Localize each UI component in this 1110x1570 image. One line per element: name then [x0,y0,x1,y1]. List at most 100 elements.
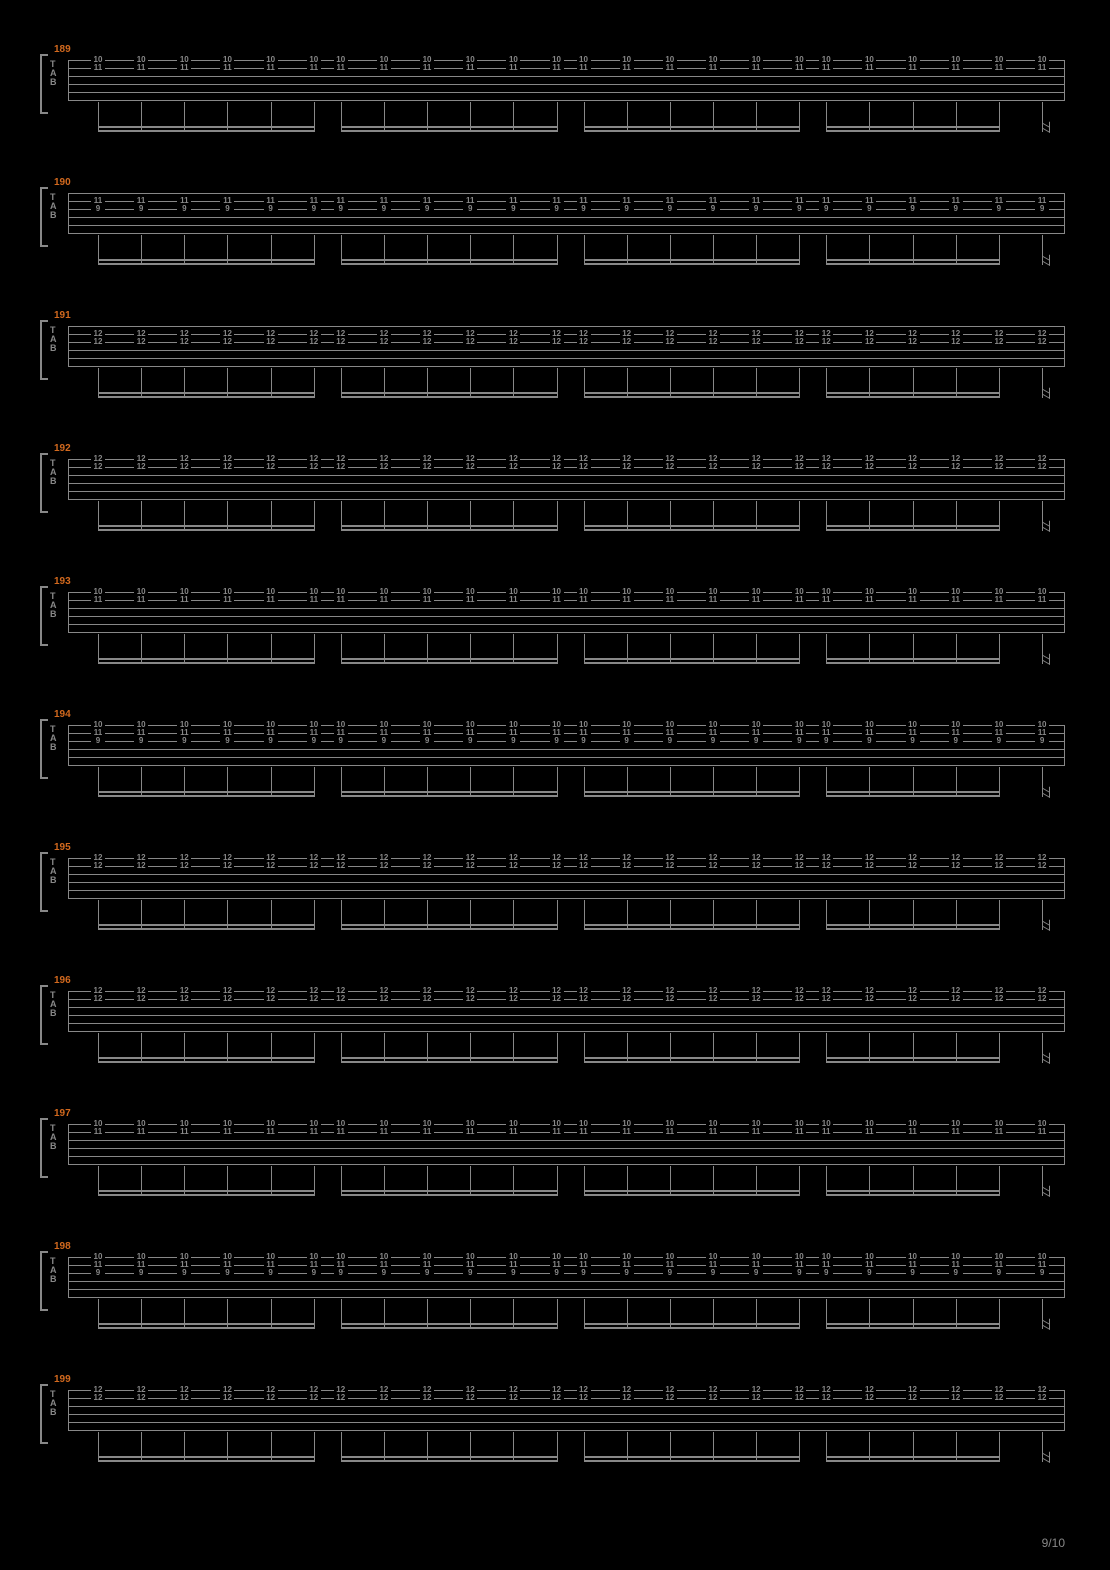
note-column: 12120 [1035,987,1049,1027]
note-column: 12120 [819,987,833,1027]
note-column: 10110 [91,588,105,628]
measure-196: 196TAB1212012120121201212012120121201212… [40,981,1070,1076]
fret-number: 9 [463,737,477,745]
note-column: 10110 [906,56,920,96]
fret-number: 11 [1035,64,1049,72]
note-column: 0119 [307,189,321,229]
measure-number: 191 [54,310,71,321]
note-column: 01212 [706,322,720,362]
beam [98,525,315,527]
note-column: 12120 [819,455,833,495]
note-column: 10110 [706,56,720,96]
note-column: 01212 [177,322,191,362]
beam [826,1456,1000,1458]
note-column: 0119 [992,189,1006,229]
note-column: 10110 [949,1120,963,1160]
note-column: 10119 [420,1253,434,1293]
tab-label: TAB [50,1390,57,1417]
note-column: 12120 [91,1386,105,1426]
fret-number: 12 [862,338,876,346]
fret-number: 12 [949,338,963,346]
note-column: 12120 [463,1386,477,1426]
fret-number: 11 [1035,1128,1049,1136]
fret-number: 12 [992,862,1006,870]
note-column: 12120 [862,455,876,495]
note-column: 0119 [506,189,520,229]
note-column: 12120 [334,987,348,1027]
fret-number: 12 [420,1394,434,1402]
fret-number: 12 [550,463,564,471]
note-column: 12120 [577,455,591,495]
fret-number: 9 [377,1269,391,1277]
fret-number: 9 [307,737,321,745]
note-column: 12120 [1035,455,1049,495]
fret-number: 12 [792,463,806,471]
note-column: 10110 [550,56,564,96]
barline [68,459,69,499]
note-column: 12120 [577,854,591,894]
staff-line [68,1164,1065,1165]
fret-number: 12 [264,463,278,471]
fret-number: 11 [663,64,677,72]
note-column: 0119 [792,189,806,229]
note-column: 10110 [992,56,1006,96]
tab-label: TAB [50,326,57,353]
note-column: 10119 [91,721,105,761]
fret-number: 11 [377,64,391,72]
fret-number: 9 [377,205,391,213]
note-column: 12120 [706,1386,720,1426]
beam [826,928,1000,930]
beam [98,924,315,926]
beam [98,658,315,660]
note-column: 12120 [792,1386,806,1426]
fret-number: 12 [749,338,763,346]
note-column: 12120 [706,987,720,1027]
note-column: 12120 [220,1386,234,1426]
fret-number: 11 [906,64,920,72]
fret-number: 12 [134,463,148,471]
tab-label: TAB [50,193,57,220]
measure-194: 194TAB1011910119101191011910119101191011… [40,715,1070,810]
note-column: 12120 [307,1386,321,1426]
note-column: 12120 [792,455,806,495]
fret-number: 12 [334,862,348,870]
note-column: 01212 [906,322,920,362]
note-column: 12120 [577,1386,591,1426]
note-column: 10119 [1035,721,1049,761]
note-column: 10110 [220,1120,234,1160]
note-column: 10110 [134,56,148,96]
fret-number: 9 [134,737,148,745]
note-column: 10110 [177,56,191,96]
note-flag [1043,785,1049,799]
note-column: 10110 [307,588,321,628]
note-column: 10110 [420,56,434,96]
staff-bracket [40,54,48,114]
beam [98,1323,315,1325]
staff-bracket [40,1118,48,1178]
fret-number: 9 [663,1269,677,1277]
fret-number: 12 [420,463,434,471]
note-column: 10110 [819,1120,833,1160]
note-column: 12120 [749,854,763,894]
note-column: 10110 [620,56,634,96]
beam [341,1190,558,1192]
note-column: 12120 [663,854,677,894]
note-column: 0119 [819,189,833,229]
note-column: 01212 [620,322,634,362]
fret-number: 12 [220,995,234,1003]
note-column: 0119 [264,189,278,229]
staff-bracket [40,985,48,1045]
fret-number: 12 [550,862,564,870]
fret-number: 11 [906,1128,920,1136]
note-column: 10110 [134,1120,148,1160]
staff-bracket [40,1251,48,1311]
fret-number: 11 [177,64,191,72]
beam [584,263,801,265]
note-column: 10110 [792,588,806,628]
fret-number: 12 [949,1394,963,1402]
fret-number: 12 [134,338,148,346]
barline [1064,326,1065,366]
fret-number: 12 [906,862,920,870]
fret-number: 11 [264,64,278,72]
fret-number: 12 [819,463,833,471]
